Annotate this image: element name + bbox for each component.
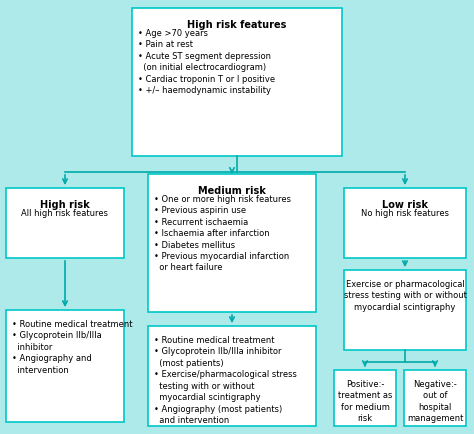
- Bar: [6, 310, 124, 422]
- Bar: [6, 188, 124, 258]
- Text: Positive:-
treatment as
for medium
risk: Positive:- treatment as for medium risk: [338, 380, 392, 423]
- Bar: [344, 270, 466, 350]
- Bar: [132, 8, 342, 156]
- Text: High risk features: High risk features: [187, 20, 287, 30]
- Text: Low risk: Low risk: [382, 200, 428, 210]
- Text: • One or more high risk features
• Previous aspirin use
• Recurrent ischaemia
• : • One or more high risk features • Previ…: [154, 195, 291, 273]
- Text: • Routine medical treatment
• Glycoprotein IIb/IIIa
  inhibitor
• Angiography an: • Routine medical treatment • Glycoprote…: [12, 320, 133, 375]
- Bar: [148, 174, 316, 312]
- Text: Negative:-
out of
hospital
management: Negative:- out of hospital management: [407, 380, 463, 423]
- Bar: [148, 326, 316, 426]
- Text: Medium risk: Medium risk: [198, 186, 266, 196]
- Text: • Age >70 years
• Pain at rest
• Acute ST segment depression
  (on initial elect: • Age >70 years • Pain at rest • Acute S…: [138, 29, 275, 95]
- Text: High risk: High risk: [40, 200, 90, 210]
- Text: Exercise or pharmacological
stress testing with or without
myocardial scintigrap: Exercise or pharmacological stress testi…: [344, 280, 466, 312]
- Bar: [344, 188, 466, 258]
- Text: No high risk features: No high risk features: [361, 209, 449, 218]
- Bar: [334, 370, 396, 426]
- Text: All high risk features: All high risk features: [21, 209, 109, 218]
- Bar: [404, 370, 466, 426]
- Text: • Routine medical treatment
• Glycoprotein IIb/IIIa inhibitor
  (most patients)
: • Routine medical treatment • Glycoprote…: [154, 336, 297, 425]
